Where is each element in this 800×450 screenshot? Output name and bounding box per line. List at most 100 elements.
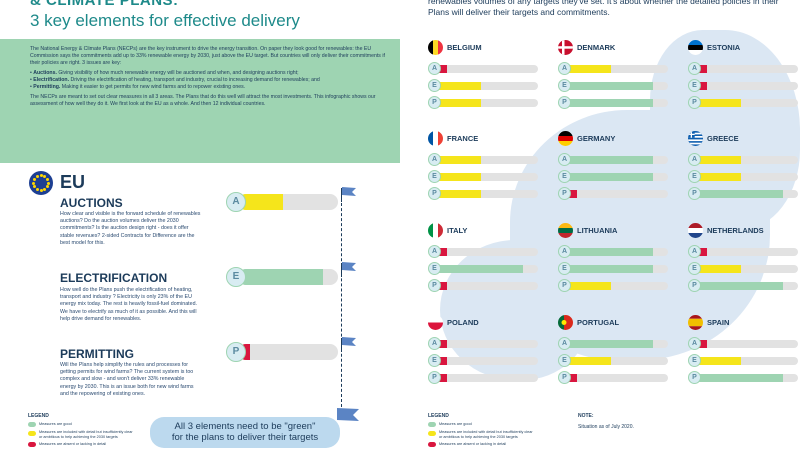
score-bar-track [435, 340, 538, 348]
score-bar-track [435, 173, 538, 181]
score-letter-badge: P [558, 371, 571, 384]
score-bar-fill [695, 65, 708, 73]
score-bar-track [695, 374, 798, 382]
score-letter-badge: E [688, 354, 701, 367]
score-letter-badge: E [428, 262, 441, 275]
score-bar-track [565, 190, 668, 198]
country-card-portugal: PORTUGAL A E P [558, 315, 673, 405]
score-letter-badge: E [558, 262, 571, 275]
country-name: ESTONIA [707, 43, 741, 52]
score-bar-track [435, 357, 538, 365]
netherlands-flag-icon [688, 223, 703, 238]
score-bar-track [565, 357, 668, 365]
score-letter-badge: E [558, 79, 571, 92]
legend-title: LEGEND [428, 413, 449, 419]
score-bar-track [435, 265, 538, 273]
country-score-row: A [688, 245, 800, 258]
score-bar-fill [695, 282, 783, 290]
score-bar-track [695, 65, 798, 73]
score-bar-track [695, 82, 798, 90]
country-score-row: E [688, 79, 800, 92]
country-name: PORTUGAL [577, 318, 620, 327]
country-card-poland: POLAND A E P [428, 315, 543, 405]
target-flag-icon [342, 187, 356, 196]
score-bar-track [565, 265, 668, 273]
score-bar-track [565, 99, 668, 107]
score-bar-fill [695, 248, 708, 256]
country-name: DENMARK [577, 43, 616, 52]
score-bar-fill [565, 374, 578, 382]
legend-text: Measures are included with detail but in… [39, 430, 133, 439]
score-bar-track [565, 374, 668, 382]
country-score-row: P [428, 371, 543, 384]
country-name: ITALY [447, 226, 468, 235]
score-bar-track [695, 99, 798, 107]
score-letter-badge: P [428, 96, 441, 109]
country-score-row: P [428, 96, 543, 109]
score-bar-track [565, 173, 668, 181]
score-bar-track [435, 190, 538, 198]
score-letter-badge: E [428, 354, 441, 367]
score-bar-track [695, 357, 798, 365]
score-letter-badge: A [558, 245, 571, 258]
score-letter-badge: E [428, 79, 441, 92]
score-bar-fill [565, 282, 612, 290]
callout-flag-icon [337, 408, 359, 421]
score-bar-fill [695, 99, 742, 107]
country-score-row: E [428, 79, 543, 92]
eu-star-icon [39, 174, 43, 177]
intro-box: The National Energy & Climate Plans (NEC… [0, 39, 400, 163]
score-letter-badge: A [688, 62, 701, 75]
score-bar-fill [435, 99, 482, 107]
score-letter-badge: P [428, 187, 441, 200]
score-bar-track [435, 374, 538, 382]
country-card-greece: GREECE A E P [688, 131, 800, 221]
score-bar-fill [565, 248, 653, 256]
score-bar-fill [565, 265, 653, 273]
score-bar-fill [435, 173, 482, 181]
permitting-letter-badge: P [226, 342, 246, 362]
score-bar-track [695, 156, 798, 164]
score-bar-track [695, 248, 798, 256]
country-score-row: P [688, 371, 800, 384]
eu-star-icon [35, 187, 39, 191]
country-score-row: P [558, 279, 673, 292]
country-name: NETHERLANDS [707, 226, 764, 235]
eu-flag-icon [29, 171, 53, 195]
greece-flag-icon [688, 131, 703, 146]
country-score-row: E [688, 262, 800, 275]
country-score-row: E [558, 170, 673, 183]
country-score-row: E [688, 354, 800, 367]
country-score-row: A [558, 62, 673, 75]
country-score-row: A [428, 337, 543, 350]
legend-text: Measures are included with detail but in… [439, 430, 533, 439]
italy-flag-icon [428, 223, 443, 238]
spain-flag-icon [688, 315, 703, 330]
score-bar-track [695, 265, 798, 273]
page-subtitle: 3 key elements for effective delivery [30, 11, 300, 30]
intro-paragraph: The NECPs are meant to set out clear mea… [30, 94, 376, 107]
score-bar-fill [435, 248, 448, 256]
legend-text: Measures are absent or lacking in detail [39, 442, 107, 446]
score-bar-fill [565, 357, 612, 365]
score-letter-badge: P [558, 279, 571, 292]
score-letter-badge: E [558, 354, 571, 367]
score-bar-track [565, 248, 668, 256]
estonia-flag-icon [688, 40, 703, 55]
country-score-row: P [688, 96, 800, 109]
right-intro-text: renewables volumes of any targets they'v… [428, 0, 779, 17]
legend-title: LEGEND [28, 413, 49, 419]
callout-line: All 3 elements need to be "green" [174, 421, 316, 432]
legend-swatch-red [28, 442, 36, 447]
legend-swatch-yellow [28, 431, 36, 436]
eu-star-icon [32, 181, 35, 185]
permitting-text: Will the Plans help simplify the rules a… [60, 362, 194, 397]
score-bar-track [565, 340, 668, 348]
score-bar-fill [435, 190, 482, 198]
score-letter-badge: A [558, 337, 571, 350]
poland-flag-icon [428, 315, 443, 330]
eu-star-icon [45, 185, 49, 189]
score-bar-fill [435, 374, 448, 382]
score-bar-fill [565, 156, 653, 164]
